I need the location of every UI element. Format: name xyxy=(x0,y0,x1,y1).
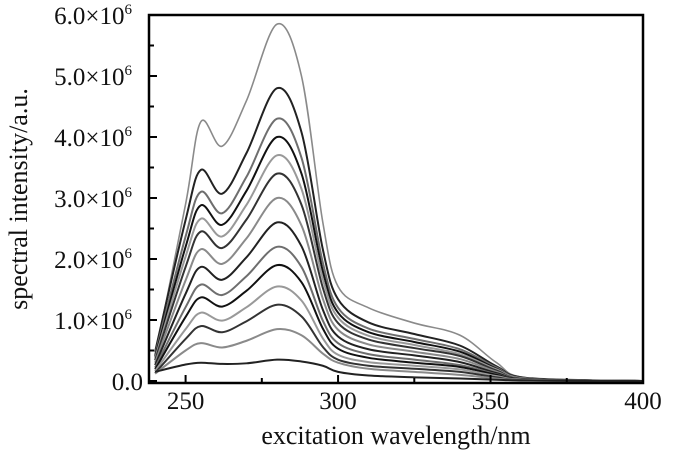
y-tick-label: 2.0×106 xyxy=(54,246,132,274)
y-tick-label: 5.0×106 xyxy=(54,63,132,91)
y-tick-exponent: 6 xyxy=(125,307,133,323)
series-line-s3 xyxy=(154,117,644,382)
x-tick-label: 400 xyxy=(624,388,662,415)
series-line-s6 xyxy=(154,172,644,382)
x-tick-label: 350 xyxy=(472,388,510,415)
series-line-s8 xyxy=(154,221,644,382)
y-axis-label: spectral intensity/a.u. xyxy=(4,88,33,310)
y-tick-label: 4.0×106 xyxy=(54,124,132,152)
y-axis: 0.0 1.0×106 2.0×106 3.0×106 4.0×106 5.0×106 6.… xyxy=(54,2,157,396)
y-tick-label: 1.0×106 xyxy=(54,307,132,335)
series-line-s12 xyxy=(154,303,644,382)
x-tick-label: 250 xyxy=(167,388,205,415)
x-axis: 250 300 350 400 xyxy=(167,375,662,415)
y-tick-exponent: 6 xyxy=(125,63,133,79)
y-tick-exponent: 6 xyxy=(125,124,133,140)
series-line-s14 xyxy=(154,358,644,382)
series-line-s4 xyxy=(154,135,644,382)
plot-frame xyxy=(147,13,645,385)
y-tick-label: 0.0 xyxy=(112,369,143,396)
series-line-s10 xyxy=(154,263,644,382)
series-line-s7 xyxy=(154,196,644,382)
series-line-s1 xyxy=(154,22,644,382)
y-tick-exponent: 6 xyxy=(125,2,133,18)
series-line-s11 xyxy=(154,285,644,382)
series-layer xyxy=(154,22,644,382)
x-tick-label: 300 xyxy=(319,388,357,415)
series-line-s2 xyxy=(154,86,644,382)
series-line-s5 xyxy=(154,154,644,382)
y-tick-label: 3.0×106 xyxy=(54,185,132,213)
y-tick-exponent: 6 xyxy=(125,246,133,262)
series-line-s13 xyxy=(154,327,644,382)
y-tick-exponent: 6 xyxy=(125,185,133,201)
x-axis-label: excitation wavelength/nm xyxy=(261,421,530,450)
y-tick-label: 6.0×106 xyxy=(54,2,132,30)
